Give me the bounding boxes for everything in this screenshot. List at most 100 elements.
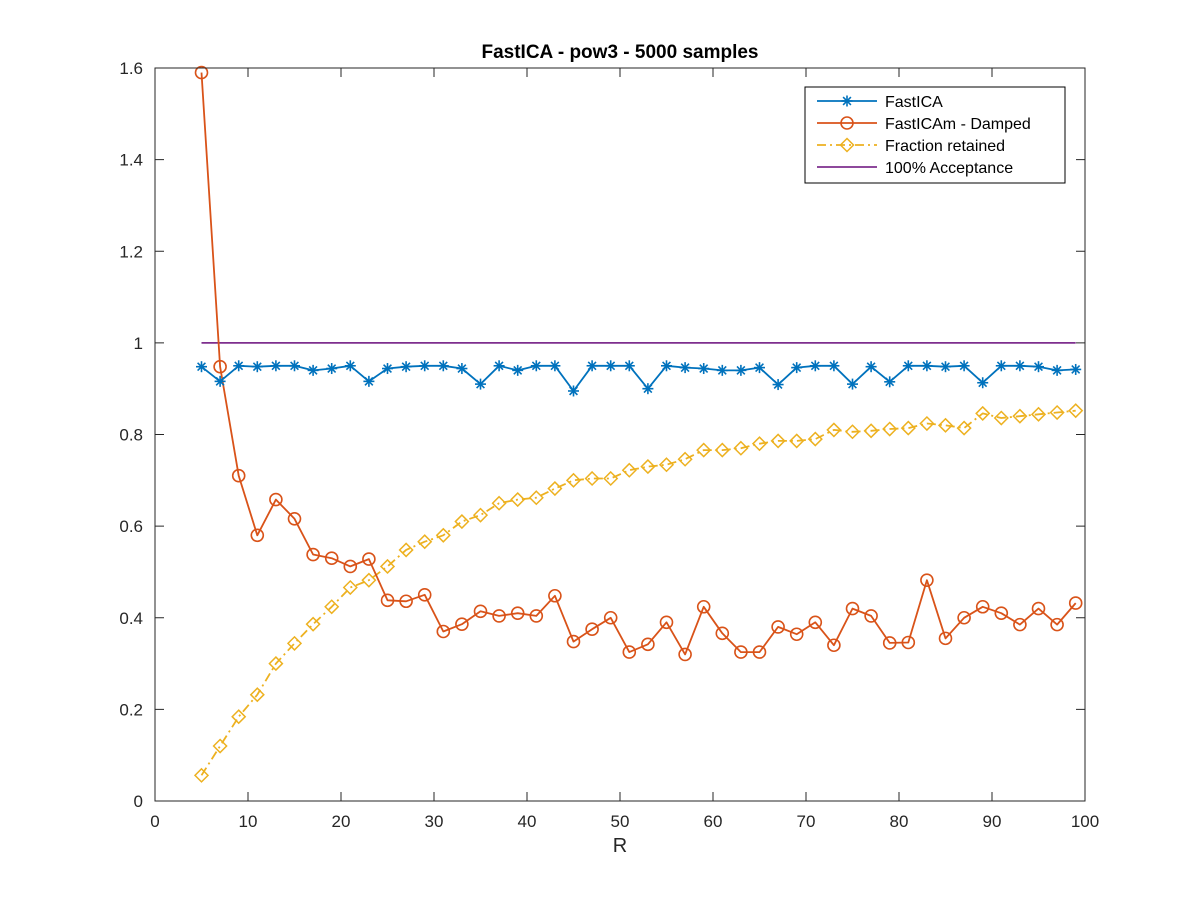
series-0-point-1 <box>214 375 226 387</box>
series-0-point-23 <box>623 360 635 372</box>
legend-label-2: Fraction retained <box>885 138 1005 155</box>
series-2-point-44 <box>1012 408 1028 424</box>
series-1-point-43 <box>994 606 1009 620</box>
series-2-point-4 <box>268 656 284 672</box>
series-0-point-29 <box>735 364 747 376</box>
series-2-point-11 <box>398 542 414 558</box>
series-2-point-25 <box>658 457 675 473</box>
series-2-point-19 <box>547 480 563 497</box>
series-0-point-7 <box>326 363 338 375</box>
series-0 <box>196 360 1082 397</box>
series-1-point-13 <box>436 624 451 639</box>
series-1-point-40 <box>938 631 953 646</box>
series-0-point-40 <box>940 361 951 373</box>
series-0-point-37 <box>884 376 896 388</box>
y-tick-label-6: 1.2 <box>119 242 143 261</box>
series-2-point-30 <box>751 436 768 452</box>
series-1-point-9 <box>362 552 376 566</box>
series-0-point-26 <box>679 362 691 374</box>
x-tick-label-4: 40 <box>518 812 537 831</box>
series-2-point-36 <box>863 423 879 439</box>
series-1-point-33 <box>808 615 823 630</box>
series-0-point-13 <box>437 360 449 372</box>
series-1-point-39 <box>920 573 934 587</box>
y-tick-label-2: 0.4 <box>119 609 143 628</box>
series-1-point-3 <box>250 528 265 543</box>
series-1-point-26 <box>678 647 692 662</box>
series-0-point-34 <box>828 360 840 372</box>
legend-entry-3: 100% Acceptance <box>817 160 1013 177</box>
series-1-point-34 <box>827 638 841 653</box>
series-2-point-33 <box>807 431 823 447</box>
series-2-point-15 <box>472 507 489 523</box>
series-0-point-10 <box>382 363 393 375</box>
series-2-point-45 <box>1030 406 1047 422</box>
series-0-point-28 <box>716 364 728 376</box>
series-0-point-14 <box>456 363 468 375</box>
series-2-point-34 <box>826 422 842 438</box>
series-1-point-24 <box>641 637 655 652</box>
x-tick-label-2: 20 <box>332 812 351 831</box>
series-0-point-35 <box>847 378 858 390</box>
series-1-point-6 <box>306 547 320 562</box>
series-2-point-32 <box>789 433 805 449</box>
series-2-point-2 <box>231 709 247 725</box>
series-0-point-25 <box>661 360 672 372</box>
series-2-point-5 <box>286 635 303 651</box>
series-2-point-12 <box>417 534 433 550</box>
series-2-point-46 <box>1049 404 1065 421</box>
series-2-point-22 <box>603 470 619 487</box>
series-0-point-16 <box>493 360 505 372</box>
series-1-point-12 <box>417 588 432 602</box>
series-2 <box>193 403 1084 783</box>
legend-marker-2 <box>839 137 855 153</box>
series-0-point-5 <box>289 360 300 372</box>
series-2-point-38 <box>900 420 916 436</box>
series-0-point-41 <box>958 360 970 372</box>
series-1-point-1 <box>213 359 227 374</box>
legend-entry-2: Fraction retained <box>817 137 1005 155</box>
x-tick-label-9: 90 <box>983 812 1002 831</box>
series-1-point-46 <box>1050 617 1064 632</box>
series-2-point-41 <box>956 420 972 436</box>
series-2-point-42 <box>975 405 991 421</box>
series-0-point-19 <box>549 360 561 372</box>
series-0-point-20 <box>568 385 579 397</box>
series-2-point-6 <box>305 616 321 632</box>
series-0-point-36 <box>865 361 877 373</box>
series-1-point-23 <box>622 645 637 659</box>
y-tick-label-8: 1.6 <box>119 59 143 78</box>
series-1-point-5 <box>287 511 302 526</box>
series-2-point-47 <box>1068 403 1084 419</box>
series-1-point-2 <box>231 468 246 483</box>
legend: FastICA FastICAm - Damped Fraction retaine… <box>804 86 1066 184</box>
ticks-layer: 0 10 20 30 40 50 60 70 80 90 100 0 0.2 0.4 0.6 0.8 1 1.2 1… <box>119 59 1099 831</box>
series-2-point-13 <box>435 527 451 543</box>
series-0-point-33 <box>809 360 821 372</box>
series-2-point-26 <box>677 451 693 467</box>
series-layer <box>193 65 1084 783</box>
y-tick-label-4: 0.8 <box>119 426 143 445</box>
series-2-point-37 <box>882 421 898 437</box>
legend-label-0: FastICA <box>885 94 943 111</box>
legend-entry-0: FastICA <box>817 94 943 111</box>
series-1-point-36 <box>864 609 878 623</box>
series-1-point-27 <box>696 599 711 614</box>
x-tick-label-5: 50 <box>611 812 630 831</box>
series-1-point-45 <box>1031 601 1046 616</box>
series-0-point-45 <box>1033 361 1044 373</box>
series-2-point-27 <box>696 442 712 458</box>
series-1-point-11 <box>399 594 413 609</box>
x-tick-label-10: 100 <box>1071 812 1099 831</box>
series-1-point-7 <box>324 551 339 565</box>
series-1-point-22 <box>603 610 618 625</box>
x-tick-label-1: 10 <box>239 812 258 831</box>
series-2-point-9 <box>361 572 377 588</box>
series-1-point-21 <box>585 622 599 637</box>
series-2-point-39 <box>919 415 935 432</box>
series-1-point-18 <box>529 609 544 623</box>
series-0-point-2 <box>233 360 245 372</box>
series-0-point-21 <box>586 360 598 372</box>
series-1-point-41 <box>957 610 971 625</box>
series-1-point-10 <box>380 593 395 608</box>
